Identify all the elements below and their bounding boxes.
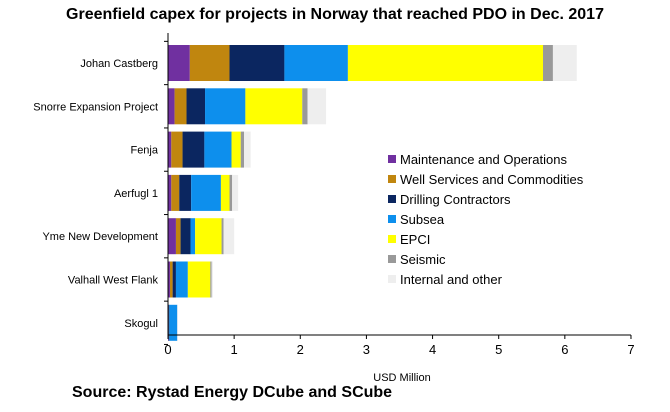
bar-segment-4-0: [168, 218, 176, 255]
legend-label: Seismic: [400, 251, 446, 267]
chart-title: Greenfield capex for projects in Norway …: [66, 6, 604, 23]
legend-label: Maintenance and Operations: [400, 151, 567, 167]
category-label: Snorre Expansion Project: [33, 101, 158, 113]
bar-segment-1-0: [168, 88, 175, 125]
source-note: Source: Rystad Energy DCube and SCube: [72, 384, 393, 401]
bar-segment-5-0: [168, 261, 170, 298]
bar-segment-5-5: [210, 261, 212, 298]
legend-swatch: [388, 275, 396, 283]
bars-group: [168, 45, 577, 341]
category-labels: Johan Castberg Snorre Expansion Project Fe…: [33, 58, 159, 330]
bar-segment-0-3: [284, 45, 348, 81]
legend-label: Well Services and Commodities: [400, 171, 584, 187]
legend-swatch: [388, 175, 396, 183]
bar-segment-3-2: [179, 174, 192, 211]
legend-item: Seismic: [388, 249, 658, 269]
category-label: Johan Castberg: [80, 58, 158, 70]
bar-segment-5-2: [172, 261, 176, 298]
bar-segment-4-1: [175, 218, 181, 255]
bar-segment-4-3: [190, 218, 196, 255]
bar-segment-3-4: [220, 174, 230, 211]
x-axis-title: USD Million: [373, 372, 430, 384]
legend-swatch: [388, 235, 396, 243]
bar-segment-3-0: [168, 174, 172, 211]
x-tick-label: 2: [297, 342, 304, 357]
bar-segment-0-1: [189, 45, 230, 81]
legend-item: Maintenance and Operations: [388, 149, 658, 169]
x-tick-label: 6: [561, 342, 568, 357]
legend-swatch: [388, 155, 396, 163]
bar-segment-5-3: [175, 261, 188, 298]
x-tick-label: 7: [627, 342, 634, 357]
bar-segment-4-2: [180, 218, 191, 255]
x-tick-label: 0: [164, 342, 171, 357]
bar-segment-3-6: [232, 174, 239, 211]
bar-segment-0-5: [543, 45, 553, 81]
legend-label: Drilling Contractors: [400, 191, 511, 207]
legend-label: EPCI: [400, 231, 431, 247]
x-tick-label: 4: [429, 342, 436, 357]
bar-segment-2-5: [240, 131, 245, 168]
bar-segment-4-4: [195, 218, 222, 255]
bar-segment-5-6: [211, 261, 213, 298]
bar-segment-1-5: [302, 88, 308, 125]
bar-segment-0-0: [168, 45, 190, 81]
bar-segment-4-5: [221, 218, 224, 255]
bar-segment-0-6: [552, 45, 577, 81]
legend-item: EPCI: [388, 229, 658, 249]
bar-segment-2-1: [171, 131, 183, 168]
legend: Maintenance and Operations Well Services …: [388, 149, 658, 289]
x-tick-label: 5: [495, 342, 502, 357]
bar-segment-2-4: [231, 131, 241, 168]
legend-swatch: [388, 215, 396, 223]
x-tick-label: 3: [363, 342, 370, 357]
category-label: Aerfugl 1: [114, 188, 158, 200]
legend-swatch: [388, 195, 396, 203]
category-label: Skogul: [124, 318, 158, 330]
bar-segment-3-5: [229, 174, 233, 211]
bar-segment-0-2: [229, 45, 285, 81]
bar-segment-1-3: [205, 88, 246, 125]
bar-segment-1-6: [307, 88, 327, 125]
bar-segment-2-3: [204, 131, 232, 168]
category-label: Yme New Development: [42, 231, 158, 243]
legend-item: Subsea: [388, 209, 658, 229]
legend-item: Drilling Contractors: [388, 189, 658, 209]
bar-segment-1-2: [186, 88, 206, 125]
bar-segment-6-2: [168, 304, 170, 341]
legend-swatch: [388, 255, 396, 263]
x-axis: 0 1 2 3 4 5 6 7: [164, 33, 635, 357]
bar-segment-4-6: [223, 218, 235, 255]
bar-segment-2-2: [182, 131, 205, 168]
bar-segment-2-0: [168, 131, 172, 168]
bar-segment-1-1: [174, 88, 187, 125]
legend-item: Well Services and Commodities: [388, 169, 658, 189]
bar-segment-3-1: [171, 174, 180, 211]
bar-segment-1-4: [245, 88, 303, 125]
x-tick-label: 1: [231, 342, 238, 357]
bar-segment-5-1: [169, 261, 173, 298]
bar-segment-5-4: [187, 261, 211, 298]
legend-label: Subsea: [400, 211, 445, 227]
bar-segment-2-6: [244, 131, 251, 168]
bar-segment-6-3: [169, 304, 178, 341]
category-label: Valhall West Flank: [68, 275, 159, 287]
category-label: Fenja: [130, 145, 158, 157]
bar-segment-3-3: [191, 174, 221, 211]
legend-label: Internal and other: [400, 271, 502, 287]
bar-segment-6-6: [177, 304, 178, 341]
bar-segment-0-4: [347, 45, 544, 81]
legend-item: Internal and other: [388, 269, 658, 289]
